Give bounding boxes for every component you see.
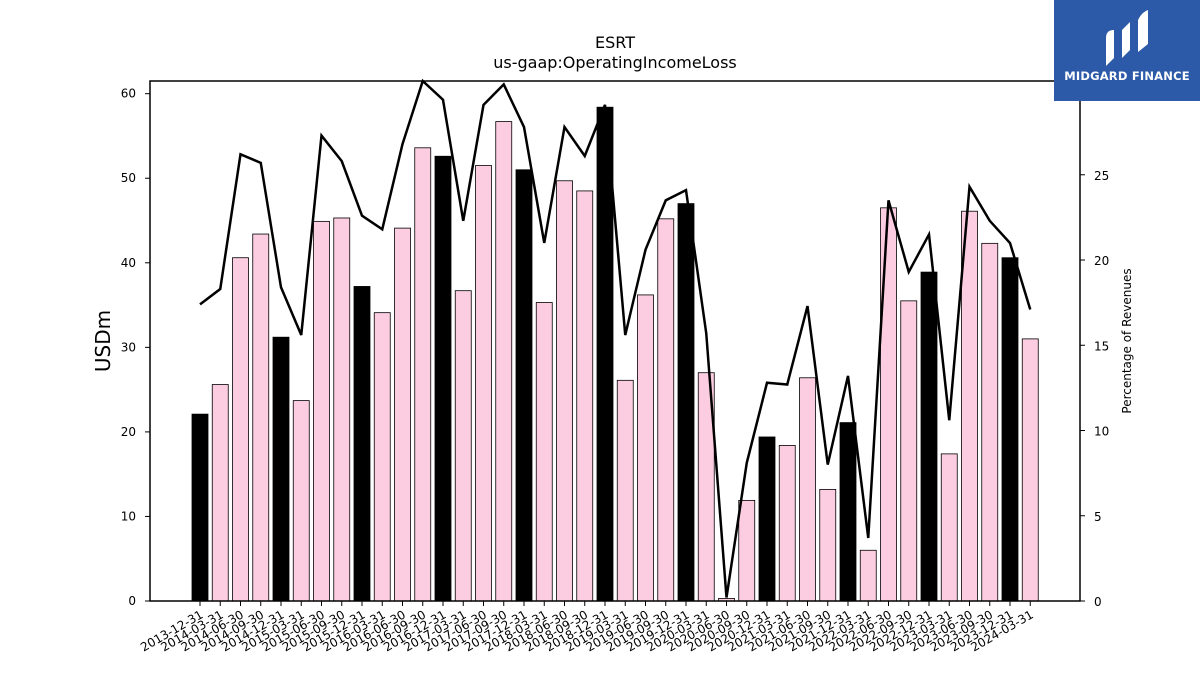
percentage-line-path <box>199 78 1032 598</box>
bar <box>272 336 290 602</box>
y2-axis-label: Percentage of Revenues <box>1120 268 1134 413</box>
bar <box>859 549 877 602</box>
bar <box>191 413 209 602</box>
bar <box>738 499 756 602</box>
bar <box>232 257 249 602</box>
bar <box>616 379 634 602</box>
bar <box>981 242 999 602</box>
bar <box>313 220 330 602</box>
bar <box>292 400 310 602</box>
bar <box>556 180 573 602</box>
bar <box>495 121 513 602</box>
bar <box>920 271 938 602</box>
y-axis-label: USDm <box>91 310 115 372</box>
bar <box>940 453 958 602</box>
bar <box>333 217 351 602</box>
bar <box>657 218 675 602</box>
percentage-line <box>199 78 1032 598</box>
bar <box>434 155 452 602</box>
logo-icon <box>1106 10 1148 66</box>
y-tick-label: 0 <box>128 594 136 608</box>
y2-tick-label: 25 <box>1094 169 1109 183</box>
bar <box>758 436 776 602</box>
chart-title: ESRT <box>595 33 635 52</box>
bar <box>1001 257 1019 602</box>
bar <box>1021 338 1039 602</box>
chart-subtitle: us-gaap:OperatingIncomeLoss <box>493 53 737 72</box>
y-tick-label: 20 <box>121 425 136 439</box>
bar <box>353 286 371 602</box>
bar <box>961 210 978 602</box>
bar <box>252 233 270 602</box>
brand-logo: MIDGARD FINANCE <box>1054 0 1200 101</box>
brand-name: MIDGARD FINANCE <box>1064 69 1190 83</box>
bar <box>211 384 229 602</box>
y-tick-label: 60 <box>121 87 136 101</box>
plot-frame <box>149 80 1081 602</box>
bar <box>576 190 594 602</box>
y-tick-label: 30 <box>121 340 136 354</box>
y2-tick-label: 5 <box>1094 510 1102 524</box>
bar <box>414 147 432 602</box>
axes: 01020304050600510152025302013-12-312014-… <box>121 80 1109 654</box>
bar <box>799 377 816 602</box>
y-tick-label: 50 <box>121 171 136 185</box>
bar <box>515 169 533 602</box>
y2-tick-label: 0 <box>1094 595 1102 609</box>
bar <box>637 294 654 602</box>
bar <box>475 165 492 602</box>
bar <box>677 203 695 602</box>
bar <box>778 445 796 602</box>
bar <box>839 422 857 602</box>
bar <box>900 300 918 602</box>
bar <box>394 227 411 602</box>
y-tick-label: 10 <box>121 509 136 523</box>
bar <box>373 312 391 602</box>
bar <box>880 207 897 602</box>
y2-tick-label: 15 <box>1094 339 1109 353</box>
y2-tick-label: 10 <box>1094 425 1109 439</box>
bar <box>819 488 837 602</box>
bars <box>191 106 1039 602</box>
y2-tick-label: 20 <box>1094 254 1109 268</box>
y-tick-label: 40 <box>121 256 136 270</box>
bar <box>535 302 553 602</box>
bar <box>454 290 472 602</box>
